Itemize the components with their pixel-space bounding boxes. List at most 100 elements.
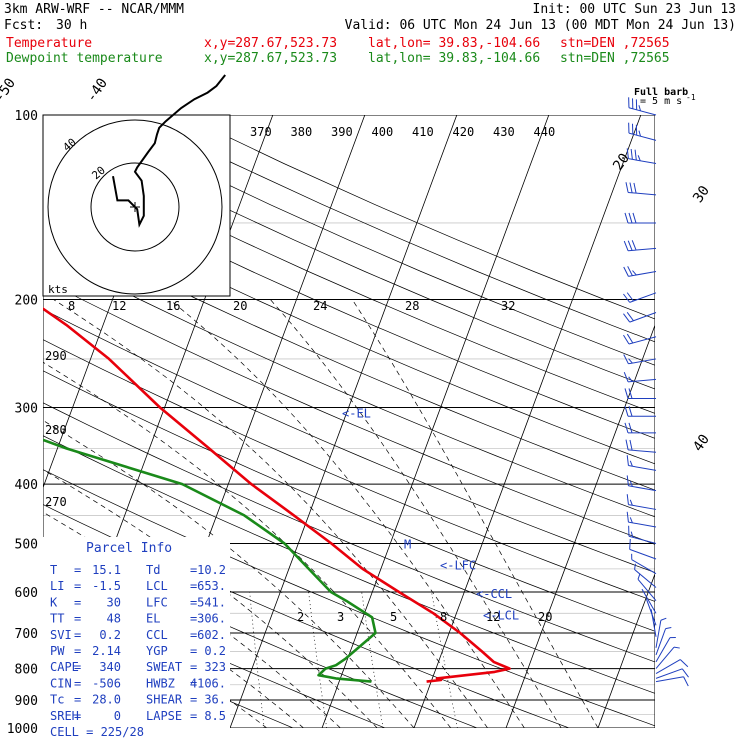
parcel-value: 541. — [197, 595, 226, 609]
wind-barb-staff — [628, 521, 657, 528]
isotherm-label: 30 — [690, 183, 713, 206]
mixing-ratio-label: 8 — [440, 610, 447, 624]
theta-label: 400 — [372, 125, 394, 139]
wind-barb-flag — [623, 334, 630, 345]
wind-barb-staff — [628, 107, 657, 116]
wind-barb-flag — [627, 266, 633, 276]
fcst-label: Fcst: — [4, 18, 44, 33]
wind-barb-flag — [628, 212, 633, 224]
dew-xy: x,y=287.67,523.73 — [204, 51, 338, 66]
wind-barb-staff — [634, 569, 657, 588]
pressure-tick-label: 1000 — [7, 722, 38, 737]
wind-barb-flag — [626, 455, 629, 466]
wind-barb-flag — [627, 240, 633, 251]
isotherm-label: 20 — [610, 151, 633, 174]
hodo-trace — [112, 74, 226, 228]
wind-barb-flag — [638, 105, 642, 111]
parcel-key: CCL — [146, 628, 168, 642]
pressure-tick-label: 400 — [15, 478, 38, 493]
dry-adiabat — [43, 141, 655, 414]
parcel-eq: = — [74, 595, 81, 609]
hodo-ring-outer — [47, 119, 223, 295]
wind-barb-staff — [628, 158, 657, 165]
dry-adiabat — [43, 279, 655, 545]
parcel-key: HWBZ — [146, 676, 175, 690]
wind-barb-flag — [625, 439, 629, 450]
parcel-eq: = — [190, 612, 197, 626]
parcel-value: 8.5 — [204, 709, 226, 723]
dry-adiabat — [86, 115, 655, 366]
parcel-key: LFC — [146, 595, 168, 609]
pressure-tick-label: 500 — [15, 537, 38, 552]
wind-barb-flag — [683, 676, 689, 687]
wind-barb-flag — [625, 182, 629, 193]
parcel-level-marker: <-LCL — [483, 609, 519, 623]
wind-barb-flag — [624, 388, 629, 399]
parcel-eq: = — [190, 660, 197, 674]
parcel-key: CIN — [50, 676, 72, 690]
parcel-eq: = — [190, 676, 197, 690]
parcel-key: LAPSE — [146, 709, 182, 723]
parcel-value: 28.0 — [92, 693, 121, 707]
parcel-eq: = — [74, 644, 81, 658]
mixing-ratio-label: 2 — [297, 610, 304, 624]
parcel-value: 4106. — [190, 676, 226, 690]
parcel-eq: = — [190, 628, 197, 642]
wind-barb-flag — [626, 333, 634, 344]
wind-barb-flag — [628, 406, 633, 417]
parcel-eq: = — [74, 612, 81, 626]
parcel-key: PW — [50, 644, 65, 658]
speed-tick-label: 12 — [112, 299, 126, 313]
moist-adiabat — [53, 299, 488, 728]
wind-barb-flag — [632, 212, 637, 224]
mixing-ratio-line — [249, 591, 265, 728]
wind-barb-flag — [628, 422, 633, 433]
parcel-value: 48 — [107, 612, 121, 626]
wind-barb-flag — [623, 266, 629, 277]
isotherm — [43, 115, 182, 489]
parcel-key: CAPE — [50, 660, 79, 674]
dry-adiabat — [43, 339, 655, 602]
parcel-value: 602. — [197, 628, 226, 642]
parcel-panel-bg — [43, 537, 230, 728]
parcel-value: -1.5 — [92, 579, 121, 593]
wind-barb-flag — [629, 480, 633, 487]
wind-barb-flag — [623, 354, 629, 365]
wind-barb-staff — [628, 247, 657, 252]
parcel-value: 306. — [197, 612, 226, 626]
dry-adiabat — [43, 308, 655, 573]
moist-adiabat — [43, 361, 452, 728]
hodo-ring-inner — [90, 162, 180, 252]
dry-adiabat — [43, 435, 655, 694]
wind-barb-staff — [628, 449, 657, 453]
wind-barb-flag — [629, 538, 631, 550]
dry-adiabat — [43, 195, 655, 465]
temperature-legend: Temperature — [6, 36, 93, 51]
wind-barb-flag — [629, 182, 633, 193]
wind-barb-staff — [628, 132, 657, 141]
wind-barb-flag — [637, 155, 641, 161]
mixing-ratio-label: 12 — [486, 610, 500, 624]
barb-legend-title: Full barb — [634, 87, 688, 98]
parcel-value: 10.2 — [197, 563, 226, 577]
wind-barb-staff — [628, 336, 657, 345]
wind-barb-flag — [623, 293, 631, 303]
parcel-value: 30 — [107, 595, 121, 609]
wind-barb-flag — [660, 617, 667, 621]
parcel-value: 36. — [204, 693, 226, 707]
speed-tick-label: 16 — [166, 299, 180, 313]
parcel-eq: = — [74, 579, 81, 593]
wind-barb-flag — [624, 406, 629, 417]
wind-barb-flag — [628, 376, 633, 382]
pressure-tick-label: 300 — [15, 401, 38, 416]
wind-barb-staff — [655, 668, 683, 679]
parcel-key: SWEAT — [146, 660, 182, 674]
wind-barb-staff — [650, 609, 657, 637]
parcel-eq: = — [74, 693, 81, 707]
parcel-key: YGP — [146, 644, 168, 658]
wind-barb-flag — [626, 494, 629, 505]
parcel-value: 653. — [197, 579, 226, 593]
parcel-eq: = — [74, 676, 81, 690]
wind-barb-staff — [655, 637, 671, 663]
